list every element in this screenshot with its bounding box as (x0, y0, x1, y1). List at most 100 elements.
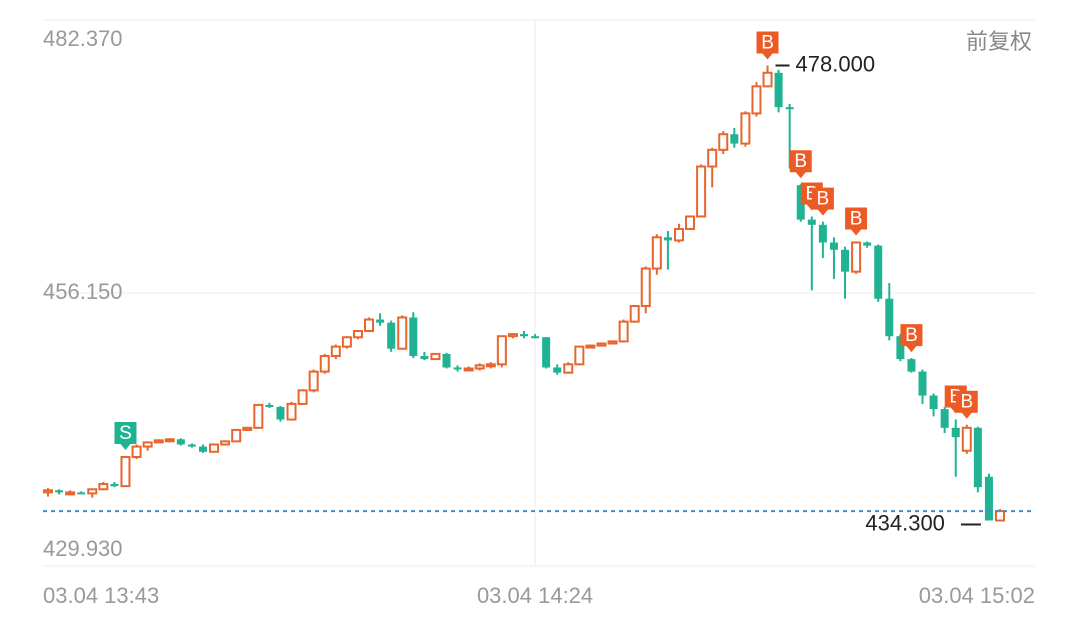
candle-body (164, 438, 175, 443)
candle-body (209, 443, 220, 453)
candle-body (607, 340, 618, 345)
candle-body (110, 484, 119, 487)
candle-body (387, 322, 396, 349)
candle-body (940, 409, 949, 428)
candle-body (553, 367, 562, 373)
candle-body (297, 389, 308, 405)
candle-body (352, 330, 363, 339)
candle-body (774, 72, 783, 108)
candle-body (618, 320, 629, 343)
candle-body (176, 439, 185, 445)
candle-body (98, 483, 109, 491)
candle-body (253, 403, 264, 429)
x-tick-label: 03.04 14:24 (477, 583, 593, 608)
candle-body (286, 402, 297, 421)
candle-body (496, 335, 507, 366)
max-label: 478.000 (796, 51, 876, 76)
y-tick-label: 429.930 (43, 536, 123, 561)
candle-body (874, 245, 883, 299)
candle-body (198, 446, 207, 452)
candle-body (785, 107, 794, 110)
candle-body (376, 319, 385, 323)
candle-body (242, 426, 253, 431)
candle-body (308, 370, 319, 392)
candle-body (420, 355, 429, 360)
signal-marker (789, 150, 812, 179)
candle-body (673, 227, 684, 242)
candle-body (397, 316, 408, 350)
candle-body (973, 427, 982, 488)
candle-body (220, 440, 231, 446)
x-tick-label: 03.04 15:02 (919, 583, 1035, 608)
candle-body (364, 318, 375, 333)
y-tick-label: 482.370 (43, 26, 123, 51)
signal-marker (845, 207, 868, 236)
candle-body (696, 165, 707, 218)
candle-body (330, 345, 341, 357)
signal-label: B (817, 189, 830, 210)
candle-body (563, 363, 574, 374)
candle-body (463, 367, 474, 372)
candle-body (77, 492, 86, 495)
candle-body (276, 407, 285, 420)
signal-label: B (905, 325, 918, 346)
candle-body (961, 426, 972, 452)
candle-body (863, 242, 872, 246)
candle-body (951, 427, 960, 438)
signal-marker (900, 324, 923, 353)
candle-body (265, 404, 274, 408)
candle-body (474, 364, 485, 370)
candle-body (984, 476, 993, 521)
price-adjust-label: 前复权 (966, 29, 1032, 54)
signal-label: B (850, 208, 863, 229)
candle-body (120, 455, 131, 488)
candle-body (629, 305, 640, 323)
candle-body (995, 510, 1005, 522)
x-tick-label: 03.04 13:43 (43, 583, 159, 608)
candle-body (187, 444, 196, 447)
candle-body (663, 237, 672, 241)
signal-marker (955, 390, 978, 419)
candle-body (442, 353, 451, 368)
candle-body (43, 489, 53, 494)
signal-marker (756, 31, 779, 60)
candle-body (542, 337, 551, 368)
candle-body (341, 336, 352, 348)
candle-body (807, 219, 816, 225)
candle-body (829, 242, 838, 250)
candle-body (841, 249, 850, 272)
candle-body (818, 224, 827, 243)
candle-body (851, 241, 862, 273)
candle-body (87, 488, 98, 495)
candle-body (485, 363, 496, 368)
candle-body (142, 441, 153, 448)
candle-body (796, 185, 805, 220)
signal-label: B (794, 151, 807, 172)
candle-body (918, 371, 927, 396)
signal-label: S (119, 423, 132, 444)
candle-body (651, 236, 662, 270)
candle-body (707, 148, 718, 168)
candle-body (131, 445, 142, 458)
candle-body (531, 336, 540, 339)
candle-body (55, 490, 64, 493)
candle-body (453, 367, 462, 370)
candle-body (896, 336, 905, 360)
candle-body (65, 491, 76, 496)
candle-body (718, 133, 729, 151)
candle-body (929, 395, 938, 410)
candle-body (730, 134, 739, 144)
candle-body (740, 112, 751, 145)
candle-body (409, 317, 418, 356)
candle-body (907, 359, 916, 372)
signal-marker (811, 187, 834, 216)
candle-body (751, 85, 762, 115)
signal-marker (114, 421, 137, 450)
candle-body (685, 215, 696, 230)
signal-label: B (960, 392, 973, 413)
candle-body (885, 298, 894, 337)
candle-body (574, 345, 585, 366)
candle-body (153, 439, 164, 444)
